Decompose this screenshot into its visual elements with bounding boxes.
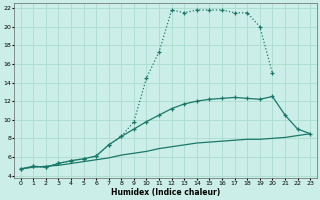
X-axis label: Humidex (Indice chaleur): Humidex (Indice chaleur) [111, 188, 220, 197]
